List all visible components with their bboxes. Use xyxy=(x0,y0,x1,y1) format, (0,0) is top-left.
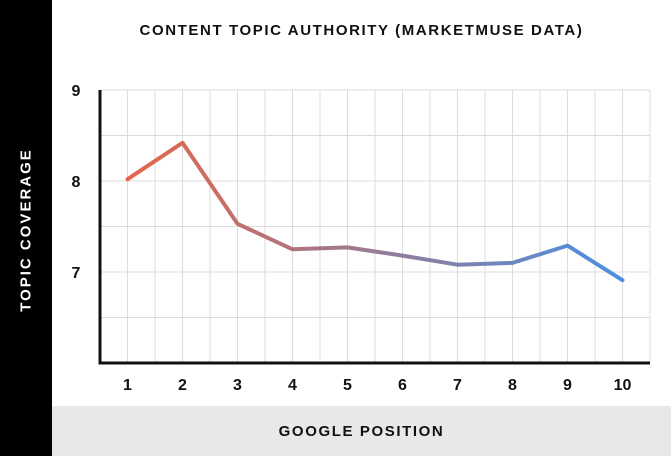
y-tick-label: 9 xyxy=(72,83,81,100)
x-tick-label: 2 xyxy=(178,377,187,394)
axes xyxy=(98,90,650,365)
x-tick-label: 1 xyxy=(123,377,132,394)
chart-title: CONTENT TOPIC AUTHORITY (MARKETMUSE DATA… xyxy=(139,22,584,39)
x-tick-label: 6 xyxy=(398,377,407,394)
x-tick-label: 9 xyxy=(563,377,572,394)
x-tick-label: 5 xyxy=(343,377,352,394)
x-axis-label-band: GOOGLE POSITION xyxy=(52,406,671,456)
x-tick-label: 7 xyxy=(453,377,462,394)
series-layer xyxy=(125,140,625,283)
tick-labels: 7 8 9 1 2 3 4 5 6 7 8 9 10 xyxy=(72,83,632,394)
x-tick-label: 10 xyxy=(614,377,632,394)
x-axis-title: GOOGLE POSITION xyxy=(278,422,445,440)
grid-lines xyxy=(100,89,651,363)
y-tick-label: 7 xyxy=(72,265,81,282)
x-tick-label: 3 xyxy=(233,377,242,394)
x-tick-label: 8 xyxy=(508,377,517,394)
y-axis-label-band: TOPIC COVERAGE xyxy=(0,0,52,456)
series-line xyxy=(125,140,625,283)
y-tick-label: 8 xyxy=(72,174,81,191)
x-tick-label: 4 xyxy=(288,377,297,394)
